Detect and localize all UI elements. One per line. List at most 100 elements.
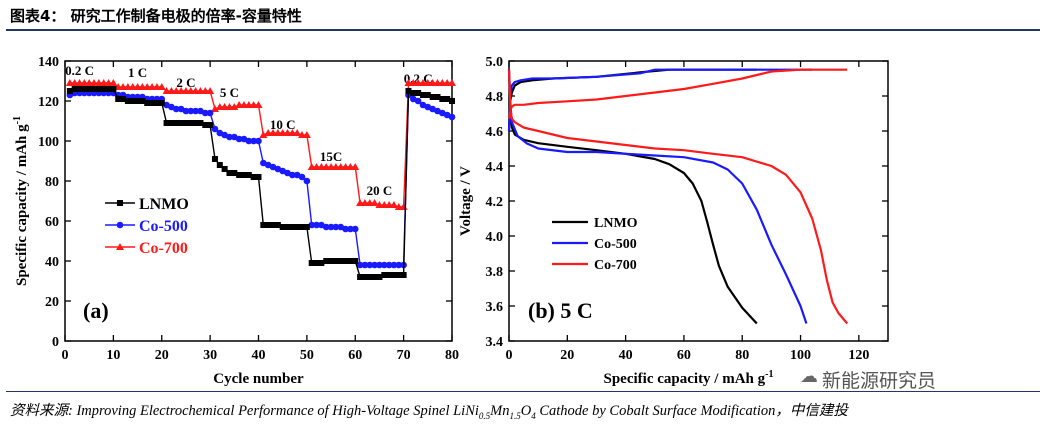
data-point-LNMO: [424, 92, 431, 98]
rate-label: 10 C: [270, 117, 296, 132]
data-point-Co-500: [347, 225, 354, 233]
data-point-LNMO: [168, 120, 175, 126]
y-tick-label-a: 0: [52, 335, 59, 350]
data-point-LNMO: [274, 222, 281, 228]
data-point-LNMO: [308, 260, 315, 266]
data-point-Co-500: [414, 97, 422, 105]
data-point-LNMO: [240, 172, 247, 178]
data-point-Co-500: [313, 221, 320, 229]
discharge-curve-Co-500: [507, 69, 808, 324]
rate-label: 2 C: [176, 75, 195, 90]
source-sub1: 0.5: [478, 410, 491, 421]
data-point-LNMO: [86, 86, 93, 92]
data-point-LNMO: [357, 274, 364, 280]
rate-label: 0.2 C: [404, 71, 433, 86]
data-point-Co-500: [361, 261, 369, 269]
data-point-Co-500: [332, 223, 340, 231]
page-title: 图表4： 研究工作制备电极的倍率-容量特性: [10, 7, 302, 25]
data-point-Co-700: [351, 163, 360, 170]
data-point-Co-500: [351, 225, 359, 233]
source-sub2: 1.5: [509, 410, 521, 421]
data-point-Co-500: [182, 107, 190, 115]
data-point-Co-700: [259, 131, 268, 138]
y-tick-label-b: 4.0: [486, 230, 504, 245]
data-point-Co-500: [390, 261, 398, 269]
x-tick-label-b: 40: [619, 348, 633, 363]
y-tick-label-a: 60: [45, 215, 59, 230]
figure: 0 10 20 30 40 50 60 70 80 0 20 40 60 80 100 120 140 Cycle…: [12, 55, 889, 387]
data-point-Co-500: [235, 135, 243, 143]
x-axis-label-b: Specific capacity / mAh g-1: [604, 369, 774, 387]
y-tick-label-b: 5.0: [486, 55, 504, 70]
series-b-Co-500: [507, 68, 813, 324]
data-point-Co-500: [298, 173, 306, 181]
data-point-Co-700: [157, 83, 166, 90]
data-point-Co-700: [370, 199, 379, 206]
legend-label-a: Co-700: [139, 240, 188, 257]
data-point-LNMO: [439, 96, 446, 102]
charge-curve-Co-500: [507, 68, 813, 132]
y-tick-label-b: 3.8: [486, 265, 504, 280]
rate-label: 0.2 C: [65, 63, 94, 78]
data-point-Co-500: [356, 261, 364, 269]
data-point-LNMO: [178, 120, 185, 126]
legend-label-a: LNMO: [139, 196, 189, 213]
data-point-Co-500: [187, 107, 195, 115]
data-point-LNMO: [139, 98, 146, 104]
x-tick-label-a: 80: [445, 348, 459, 363]
data-point-Co-500: [448, 113, 456, 121]
data-point-LNMO: [236, 172, 243, 178]
data-point-LNMO: [419, 92, 426, 98]
data-point-LNMO: [211, 156, 218, 162]
data-point-LNMO: [449, 98, 455, 104]
panel-label-a: (a): [83, 298, 109, 323]
data-point-Co-700: [302, 131, 311, 138]
data-point-LNMO: [323, 258, 330, 264]
data-point-LNMO: [95, 86, 102, 92]
data-point-LNMO: [207, 122, 214, 128]
data-point-Co-500: [289, 171, 296, 179]
data-point-LNMO: [328, 258, 335, 264]
data-point-LNMO: [182, 120, 189, 126]
data-point-LNMO: [318, 260, 325, 266]
x-tick-label-b: 120: [848, 348, 869, 363]
data-point-LNMO: [255, 174, 262, 180]
y-axis-label-a: Specific capacity / mAh g-1: [12, 116, 30, 286]
data-point-Co-500: [172, 105, 180, 113]
data-point-LNMO: [405, 88, 412, 94]
data-point-LNMO: [390, 272, 397, 278]
data-point-Co-500: [380, 261, 388, 269]
data-point-LNMO: [284, 224, 291, 230]
x-tick-label-a: 30: [203, 348, 217, 363]
data-point-LNMO: [221, 166, 228, 172]
x-tick-label-b: 60: [677, 348, 691, 363]
data-point-LNMO: [197, 120, 204, 126]
y-axis-label-sup-a: -1: [12, 116, 23, 124]
series-b-Co-700: [507, 68, 849, 325]
data-point-LNMO: [216, 162, 223, 168]
y-tick-label-a: 20: [45, 295, 59, 310]
data-point-LNMO: [366, 274, 373, 280]
x-tick-label-a: 60: [348, 348, 362, 363]
data-point-LNMO: [444, 96, 451, 102]
data-point-Co-500: [366, 261, 374, 269]
data-point-LNMO: [129, 98, 136, 104]
data-point-LNMO: [91, 86, 98, 92]
data-point-Co-700: [389, 201, 398, 208]
data-point-LNMO: [100, 86, 107, 92]
data-point-LNMO: [153, 100, 160, 106]
source-title: Improving Electrochemical Performance of…: [76, 403, 479, 419]
data-point-LNMO: [202, 122, 209, 128]
data-point-Co-700: [448, 79, 456, 86]
legend-marker-a: [117, 200, 123, 206]
data-point-LNMO: [81, 86, 88, 92]
legend-marker-a: [116, 221, 124, 229]
panel-a: 0 10 20 30 40 50 60 70 80 0 20 40 60 80 100 120 140 Cycle…: [12, 55, 459, 387]
y-axis-label-b: Voltage / V: [458, 166, 474, 236]
discharge-curve-LNMO: [507, 69, 758, 325]
data-point-LNMO: [250, 174, 257, 180]
y-tick-label-b: 3.6: [486, 300, 504, 315]
data-point-LNMO: [400, 272, 407, 278]
data-point-LNMO: [410, 90, 417, 96]
series-a-Co-500: [66, 89, 456, 269]
